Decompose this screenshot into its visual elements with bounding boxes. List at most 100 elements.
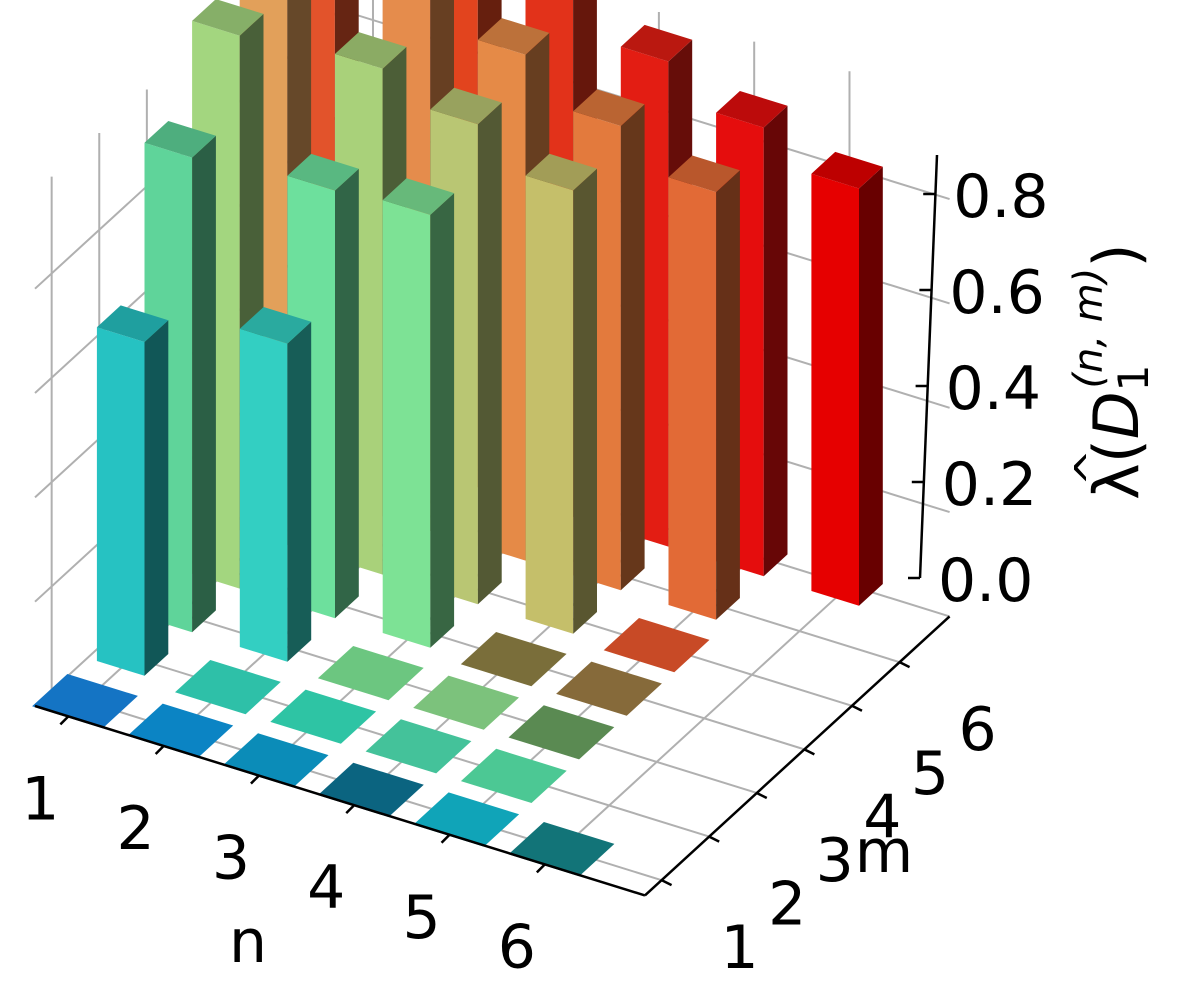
bar-side-face — [573, 168, 597, 634]
x-tick-label: 2 — [117, 794, 155, 864]
bar-side-face — [335, 168, 359, 619]
bar-top-face — [477, 18, 550, 55]
y-axis-line — [644, 615, 951, 897]
bar-front-face — [525, 175, 574, 634]
floor-tile — [413, 675, 519, 730]
bar-top-face — [335, 32, 407, 69]
y-tick-label: 3 — [816, 826, 854, 896]
x-tick-mark — [535, 863, 546, 874]
bar — [239, 307, 312, 662]
floor-tile — [556, 661, 662, 716]
floor-tile — [32, 674, 138, 729]
floor-tile — [318, 762, 424, 817]
y-tick-mark — [803, 748, 815, 756]
y-tick-label: 6 — [958, 695, 996, 765]
floor-tile — [508, 705, 615, 760]
bar-side-face — [287, 321, 312, 662]
y-tick-label: 4 — [863, 782, 901, 852]
x-tick-label: 6 — [498, 912, 536, 982]
z-axis-label-var: D — [1080, 391, 1153, 439]
floor-tile — [460, 748, 567, 803]
floor-tile — [175, 660, 281, 715]
x-axis-label: n — [229, 907, 267, 977]
bar-side-face — [430, 193, 455, 648]
z-axis-label-close: ) — [1080, 243, 1153, 267]
bar-top-face — [96, 305, 169, 342]
bar — [668, 155, 740, 620]
bar-layer — [96, 0, 883, 676]
bar-front-face — [811, 173, 859, 606]
z-axis-label-sub: 1 — [1109, 365, 1158, 392]
bar-top-face — [144, 121, 216, 158]
bar-top-face — [525, 153, 597, 191]
z-axis-label-sup: (n, m) — [1066, 268, 1112, 389]
z-tick-label: 0.6 — [949, 258, 1044, 328]
bar — [96, 305, 169, 676]
x-tick-label: 4 — [307, 853, 345, 923]
bar-top-face — [382, 178, 455, 215]
y-tick-mark — [661, 879, 673, 887]
y-tick-label: 2 — [768, 870, 806, 940]
z-axis-label-hat: ^ — [1066, 449, 1117, 486]
bar-front-face — [96, 327, 145, 676]
floor-tile — [413, 792, 520, 847]
y-tick-mark — [708, 835, 720, 843]
bar-side-face — [620, 104, 645, 591]
bar-top-face — [716, 91, 788, 128]
svg-text:λ(D1(n, m)): λ(D1(n, m)) — [1066, 243, 1158, 500]
bar-top-face — [620, 24, 693, 62]
bar-front-face — [239, 328, 288, 662]
z-tick-label: 0.8 — [953, 162, 1048, 232]
z-axis-label: λ(D1(n, m)) ^ — [1066, 243, 1158, 500]
floor-tile — [317, 646, 424, 701]
floor-tile-layer — [32, 618, 710, 877]
y-tick-mark — [851, 704, 863, 712]
bar-top-face — [430, 87, 502, 125]
x-tick-mark — [250, 774, 260, 785]
x-tick-mark — [154, 745, 165, 755]
bar-front-face — [668, 177, 717, 620]
y-tick-label: 1 — [720, 913, 758, 983]
bar-side-face — [477, 102, 502, 605]
bar-front-face — [382, 200, 431, 648]
x-tick-mark — [59, 715, 70, 726]
floor-tile — [127, 703, 234, 758]
x-tick-mark — [345, 804, 356, 815]
bar-side-face — [192, 135, 216, 633]
z-tick-label: 0.2 — [942, 450, 1037, 520]
y-tick-mark — [756, 791, 768, 800]
y-axis-label: m — [855, 817, 913, 887]
bar — [382, 178, 455, 648]
bar-side-face — [716, 170, 740, 620]
z-axis-label-open: ( — [1080, 439, 1153, 463]
x-axis-line — [34, 704, 646, 897]
z-tick-label: 0.0 — [938, 546, 1033, 616]
floor-tile — [508, 822, 615, 877]
floor-tile — [365, 719, 472, 774]
x-tick-label: 5 — [402, 883, 440, 953]
floor-tile — [460, 632, 567, 687]
z-tick-label: 0.4 — [946, 354, 1041, 424]
bar — [811, 151, 883, 606]
bar-top-face — [811, 151, 883, 189]
floor-tile — [222, 733, 329, 788]
bar-top-face — [668, 155, 740, 193]
bar-side-face — [763, 105, 788, 577]
bar-side-face — [144, 320, 169, 676]
bar-top-face — [239, 307, 312, 344]
y-tick-label: 5 — [911, 739, 949, 809]
x-tick-label: 1 — [21, 764, 59, 834]
bar-top-face — [192, 0, 264, 36]
z-axis-label-lambda: λ — [1080, 463, 1153, 500]
floor-tile — [603, 618, 710, 673]
bar-top-face — [573, 89, 645, 126]
z-axis-line — [918, 154, 939, 579]
x-tick-label: 3 — [212, 824, 250, 894]
floor-tile — [270, 689, 377, 744]
y-tick-mark — [899, 661, 911, 669]
bar-top-face — [287, 153, 359, 191]
x-tick-mark — [440, 833, 451, 844]
bar — [525, 153, 597, 634]
